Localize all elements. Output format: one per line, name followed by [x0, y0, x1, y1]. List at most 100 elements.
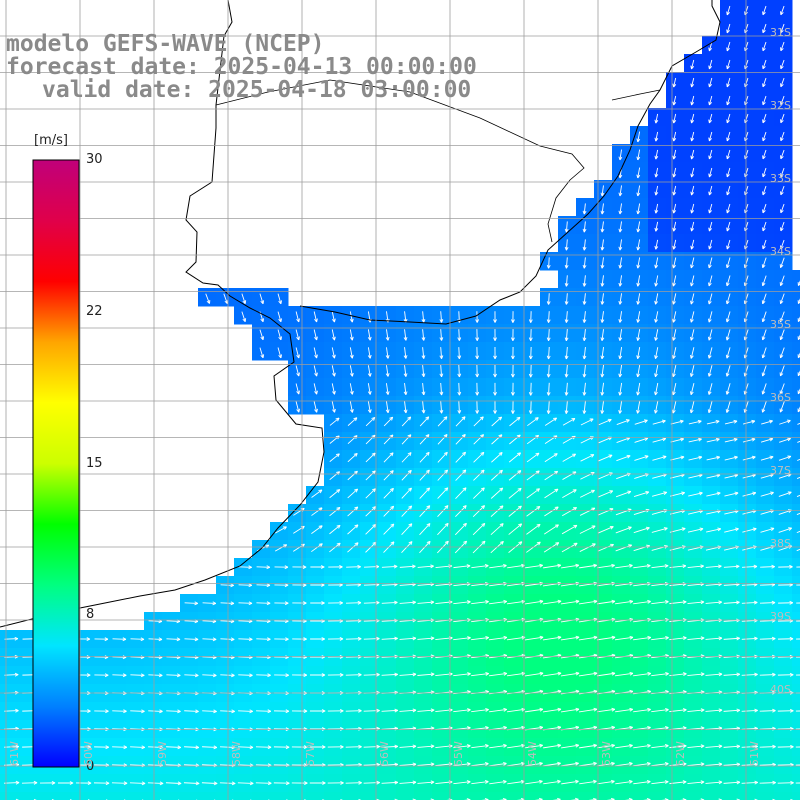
- wind-arrow: [779, 311, 785, 323]
- lon-label-4: 57W: [304, 741, 317, 766]
- wind-arrow: [256, 583, 271, 588]
- wind-arrow: [796, 620, 800, 622]
- wind-arrow: [795, 710, 800, 712]
- coastline: [0, 0, 325, 628]
- wind-arrow: [309, 673, 326, 677]
- field-cell: [144, 792, 163, 800]
- wind-arrow: [779, 365, 785, 377]
- wind-arrow: [708, 239, 713, 250]
- wind-arrow: [130, 637, 145, 642]
- wind-arrow: [526, 488, 540, 499]
- wind-arrow: [399, 744, 417, 749]
- wind-arrow: [636, 293, 641, 305]
- wind-arrow: [546, 311, 551, 323]
- wind-arrow: [741, 600, 758, 605]
- wind-arrow: [596, 635, 616, 641]
- wind-arrow: [760, 455, 774, 461]
- wind-arrow: [761, 365, 767, 377]
- wind-arrow: [759, 600, 776, 605]
- wind-arrow: [582, 221, 587, 233]
- wind-arrow: [780, 5, 785, 16]
- wind-arrow: [509, 416, 521, 427]
- wind-arrow: [780, 95, 785, 106]
- wind-arrow: [636, 149, 641, 161]
- wind-arrow: [687, 636, 705, 641]
- wind-arrow: [600, 185, 605, 197]
- wind-arrow: [399, 636, 417, 641]
- wind-arrow: [723, 636, 740, 641]
- wind-arrow: [708, 95, 713, 106]
- wind-arrow: [778, 455, 792, 461]
- wind-arrow: [600, 239, 605, 251]
- wind-arrow: [654, 221, 659, 232]
- wind-arrow: [600, 364, 605, 378]
- wind-arrow: [510, 329, 515, 341]
- wind-arrow: [21, 780, 38, 785]
- wind-arrow: [654, 239, 659, 250]
- wind-arrow: [615, 761, 633, 767]
- field-cell: [90, 792, 109, 800]
- wind-arrow: [363, 708, 380, 713]
- wind-arrow: [726, 185, 731, 196]
- wind-arrow: [526, 470, 540, 481]
- wind-arrow: [762, 221, 767, 232]
- wind-arrow: [708, 149, 713, 160]
- wind-arrow: [220, 601, 235, 606]
- wind-arrow: [600, 221, 605, 233]
- wind-arrow: [439, 311, 444, 323]
- wind-arrow: [796, 494, 800, 497]
- wind-arrow: [489, 779, 507, 785]
- wind-arrow: [345, 708, 362, 713]
- wind-arrow: [780, 41, 785, 52]
- forecast-date: forecast date: 2025-04-13 00:00:00: [6, 54, 477, 80]
- wind-arrow: [237, 745, 254, 750]
- wind-arrow: [690, 113, 695, 124]
- wind-arrow: [417, 708, 435, 713]
- wind-arrow: [759, 780, 776, 785]
- wind-arrow: [690, 257, 695, 269]
- wind-arrow: [471, 708, 489, 713]
- lat-label-1: 32S: [770, 99, 791, 112]
- wind-arrow: [57, 781, 74, 785]
- wind-arrow: [4, 672, 19, 677]
- wind-arrow: [562, 418, 576, 426]
- wind-arrow: [383, 505, 395, 517]
- wind-arrow: [633, 761, 651, 767]
- wind-arrow: [672, 293, 677, 305]
- wind-arrow: [331, 329, 336, 341]
- wind-arrow: [453, 672, 471, 677]
- wind-arrow: [688, 455, 703, 461]
- wind-arrow: [777, 636, 794, 641]
- wind-arrow: [543, 743, 561, 749]
- wind-arrow: [726, 113, 731, 124]
- wind-arrow: [672, 365, 677, 377]
- wind-arrow: [652, 455, 667, 461]
- wind-arrow: [329, 524, 341, 535]
- wind-arrow: [39, 780, 56, 785]
- wind-arrow: [310, 601, 325, 605]
- wind-arrow: [726, 95, 731, 106]
- valid-date: valid date: 2025-04-18 03:00:00: [42, 77, 472, 103]
- wind-arrow: [726, 23, 731, 34]
- wind-arrow: [780, 23, 785, 34]
- wind-arrow: [292, 637, 307, 642]
- wind-arrow: [75, 781, 92, 786]
- coastline-east: [299, 0, 721, 325]
- wind-arrow: [453, 708, 471, 713]
- wind-arrow: [582, 400, 587, 414]
- wind-arrow: [633, 635, 652, 641]
- wind-arrow: [672, 149, 677, 160]
- wind-arrow: [564, 221, 569, 233]
- wind-arrow: [725, 365, 731, 377]
- wind-arrow: [238, 709, 253, 714]
- wind-arrow: [526, 523, 541, 535]
- wind-arrow: [796, 530, 800, 534]
- wind-arrow: [600, 346, 605, 360]
- wind-arrow: [578, 599, 598, 605]
- wind-arrow: [654, 347, 659, 359]
- wind-arrow: [528, 364, 533, 378]
- wind-arrow: [777, 672, 794, 677]
- wind-arrow: [457, 329, 462, 341]
- wind-arrow: [311, 489, 323, 498]
- field-cell: [792, 504, 800, 523]
